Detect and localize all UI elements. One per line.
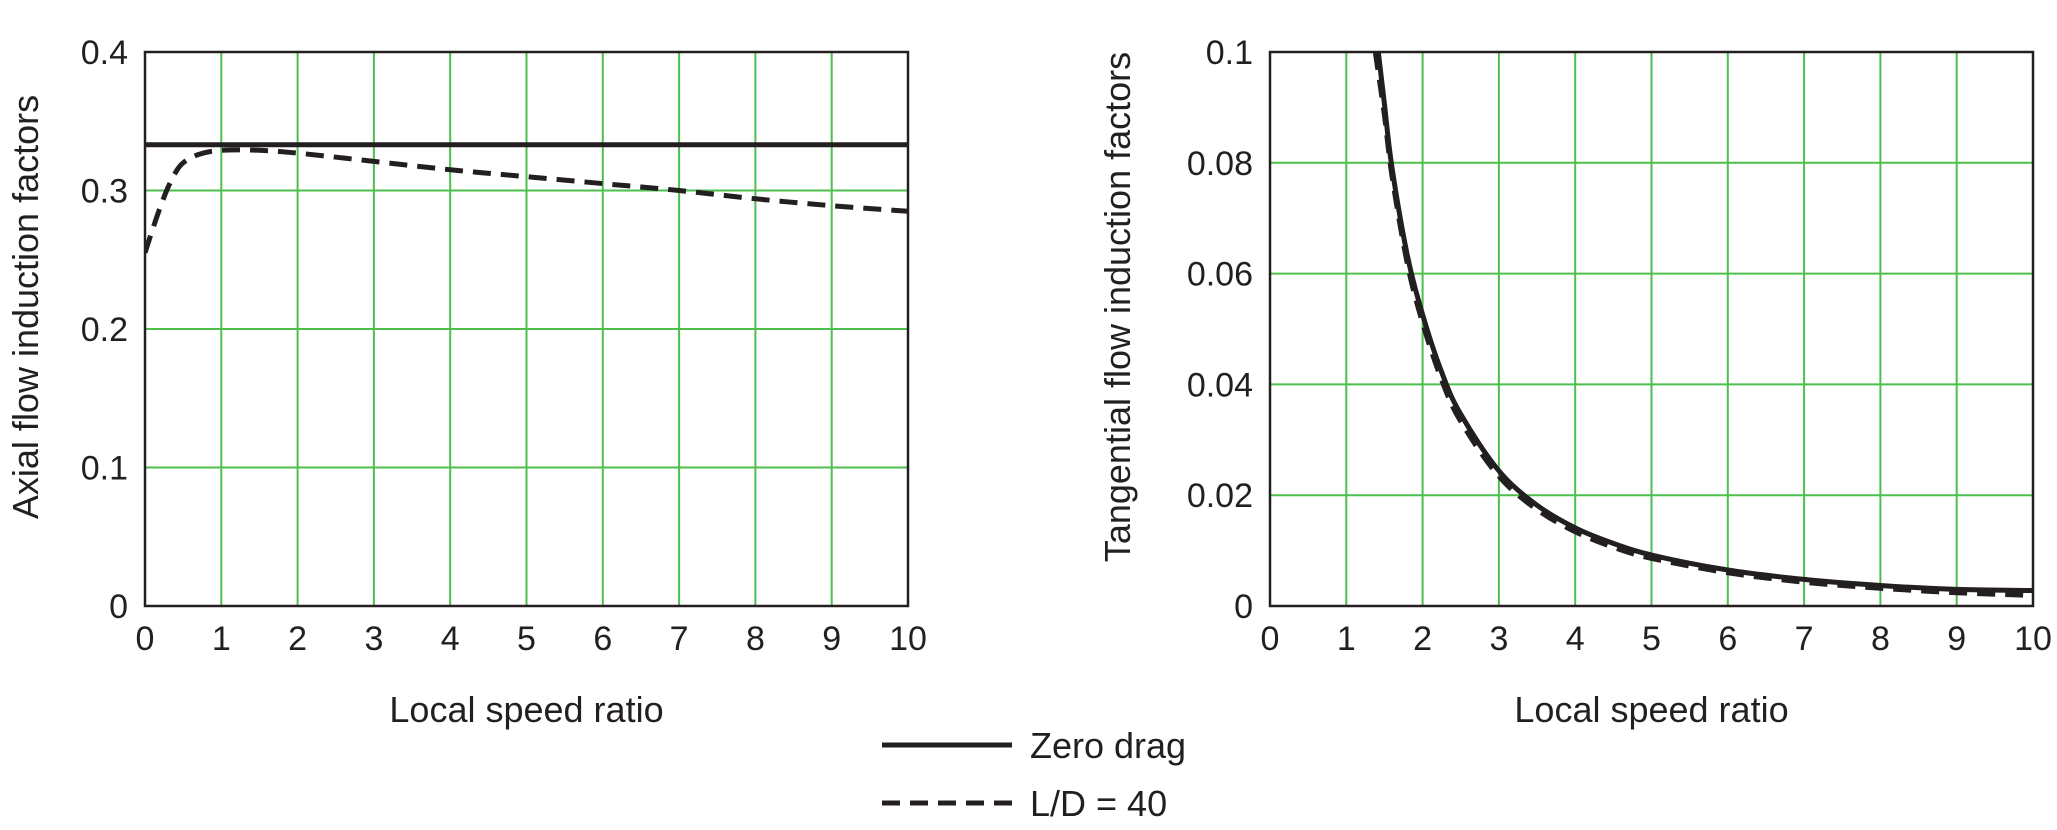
tangential-y-tick-label: 0 xyxy=(1234,588,1253,626)
axial-x-tick-label: 8 xyxy=(746,620,765,658)
axial-x-tick-label: 7 xyxy=(670,620,689,658)
axial-series-ld40-line xyxy=(145,147,908,254)
axial-x-tick-label: 5 xyxy=(517,620,536,658)
tangential-x-tick-label: 3 xyxy=(1489,620,1508,658)
tangential-x-tick-label: 7 xyxy=(1795,620,1814,658)
axial-y-tick-label: 0.1 xyxy=(81,450,128,488)
tangential-y-tick-label: 0.02 xyxy=(1187,477,1253,515)
tangential-x-tick-label: 0 xyxy=(1261,620,1280,658)
axial-x-tick-label: 2 xyxy=(288,620,307,658)
tangential-series-ld40-line xyxy=(1372,51,2033,598)
axial-x-axis-title: Local speed ratio xyxy=(389,689,663,730)
tangential-x-tick-label: 8 xyxy=(1871,620,1890,658)
tangential-x-tick-label: 10 xyxy=(2014,620,2052,658)
tangential-y-tick-label: 0.04 xyxy=(1187,366,1253,404)
tangential-series-zero-drag-line xyxy=(1375,51,2033,593)
tangential-plot-frame xyxy=(1268,50,2035,608)
axial-chart: 0 1 2 3 4 5 6 7 8 9 10 0 0.1 0.2 0.3 0.4 Local speed rat… xyxy=(5,34,927,730)
axial-x-tick-label: 6 xyxy=(593,620,612,658)
tangential-x-tick-label: 5 xyxy=(1642,620,1661,658)
tangential-x-tick-label: 9 xyxy=(1947,620,1966,658)
tangential-y-tick-label: 0.08 xyxy=(1187,145,1253,183)
axial-y-axis-title: Axial flow induction factors xyxy=(5,95,46,519)
axial-plot-frame xyxy=(143,50,910,608)
tangential-x-tick-label: 1 xyxy=(1337,620,1356,658)
tangential-chart: 0 1 2 3 4 5 6 7 8 9 10 0 0.02 0.04 0.06 0.08 0.1 Local sp… xyxy=(1097,34,2052,730)
axial-x-tick-label: 0 xyxy=(136,620,155,658)
tangential-y-tick-label: 0.1 xyxy=(1206,34,1253,72)
axial-x-tick-label: 4 xyxy=(441,620,460,658)
axial-x-tick-label: 9 xyxy=(822,620,841,658)
tangential-x-axis-title: Local speed ratio xyxy=(1514,689,1788,730)
axial-y-tick-label: 0.3 xyxy=(81,173,128,211)
tangential-y-axis-title: Tangential flow induction factors xyxy=(1097,52,1138,562)
legend-label-ld40: L/D = 40 xyxy=(1030,783,1167,824)
tangential-x-tick-label: 6 xyxy=(1718,620,1737,658)
tangential-x-tick-label: 4 xyxy=(1566,620,1585,658)
axial-x-tick-label: 1 xyxy=(212,620,231,658)
tangential-y-tick-label: 0.06 xyxy=(1187,256,1253,294)
tangential-x-tick-label: 2 xyxy=(1413,620,1432,658)
axial-y-tick-label: 0.4 xyxy=(81,34,128,72)
axial-x-tick-label: 10 xyxy=(889,620,927,658)
axial-y-tick-label: 0 xyxy=(109,588,128,626)
legend: Zero drag L/D = 40 xyxy=(882,725,1186,824)
axial-y-tick-label: 0.2 xyxy=(81,311,128,349)
legend-label-zero-drag: Zero drag xyxy=(1030,725,1186,766)
axial-x-tick-label: 3 xyxy=(364,620,383,658)
